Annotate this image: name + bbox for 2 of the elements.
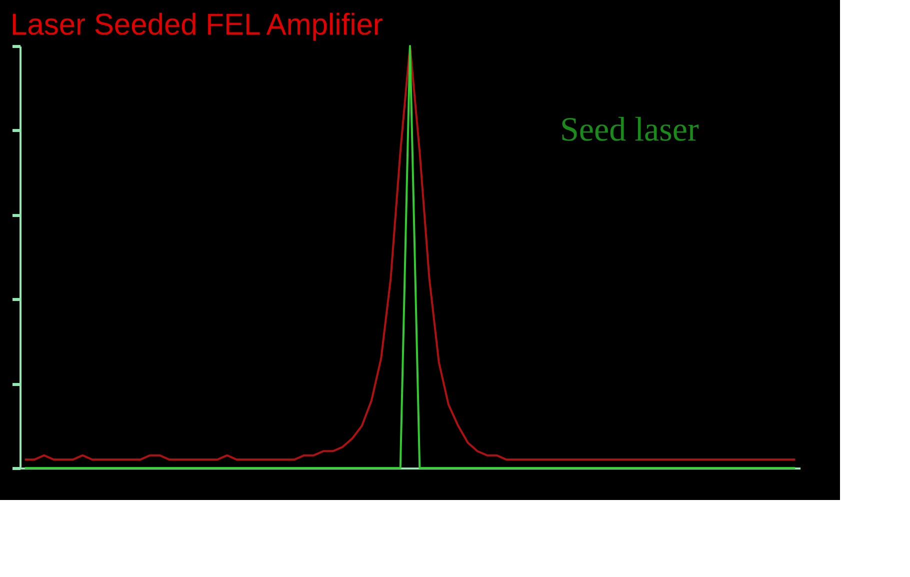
chart-title: Laser Seeded FEL Amplifier bbox=[10, 8, 383, 42]
text: Seed laser bbox=[560, 111, 700, 148]
